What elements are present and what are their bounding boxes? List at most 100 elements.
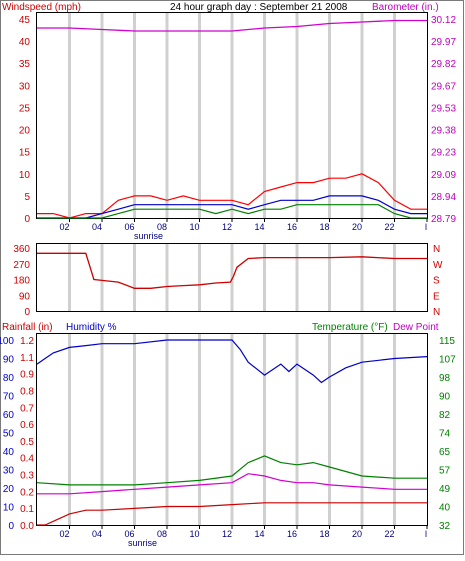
y-tick-label: 80 [3, 373, 15, 384]
y-tick-label: N [433, 244, 440, 255]
top-grid [68, 13, 396, 218]
top-left-tick-labels: 45 40 35 30 25 20 15 10 5 0 [19, 15, 31, 225]
y-tick-label: 0.9 [20, 370, 34, 381]
y-tick-label: 98 [439, 373, 451, 384]
y-tick-label: 45 [19, 15, 31, 26]
top-x-tick-labels: 02 04 06 08 10 12 14 16 18 20 22 l [60, 218, 428, 232]
x-tick-label: 10 [190, 222, 200, 232]
y-tick-label: 0 [8, 521, 14, 532]
y-tick-label: 270 [13, 260, 30, 271]
rainfall-axis-label: Rainfall (in) [2, 322, 53, 333]
middle-grid [68, 244, 396, 311]
y-tick-label: 29.53 [431, 103, 456, 114]
y-tick-label: 0.3 [20, 471, 34, 482]
dew_point-line [37, 473, 427, 495]
wind_direction-line [37, 252, 427, 289]
bottom-grid [68, 334, 396, 525]
wind_avg-line [37, 195, 427, 219]
y-tick-label: 90 [439, 392, 451, 403]
y-tick-label: 29.09 [431, 170, 456, 181]
y-tick-label: 90 [3, 355, 15, 366]
x-tick-label: 08 [157, 222, 167, 232]
y-tick-label: 57 [439, 466, 451, 477]
bottom-x-tick-labels: 02 04 06 08 10 12 14 16 18 20 22 l [60, 525, 428, 539]
y-tick-label: 29.23 [431, 148, 456, 159]
rainfall-tick-labels: 1.2 1.1 0.9 0.8 0.7 0.6 0.5 0.4 0.3 0.2 0.1 0.0 [20, 336, 34, 532]
x-tick-label: 02 [60, 529, 70, 539]
y-tick-label: 29.97 [431, 37, 456, 48]
barometer-axis-label: Barometer (in.) [372, 2, 439, 13]
y-tick-label: 20 [3, 484, 15, 495]
y-tick-label: 107 [439, 355, 456, 366]
x-tick-label: 18 [320, 222, 330, 232]
y-tick-label: 40 [439, 503, 451, 514]
y-tick-label: 180 [13, 276, 30, 287]
y-tick-label: 1.2 [20, 336, 34, 347]
y-tick-label: 60 [3, 410, 15, 421]
y-tick-label: 32 [439, 521, 451, 532]
x-tick-label: 12 [222, 222, 232, 232]
y-tick-label: 10 [3, 503, 15, 514]
x-tick-label: 22 [385, 529, 395, 539]
y-tick-label: 15 [19, 148, 31, 159]
x-tick-label: 06 [125, 529, 135, 539]
top-series-group [37, 19, 427, 219]
y-tick-label: 20 [19, 126, 31, 137]
x-tick-label: l [425, 222, 427, 232]
y-tick-label: 40 [3, 447, 15, 458]
y-tick-label: W [433, 260, 443, 271]
temperature-line [36, 455, 427, 486]
y-tick-label: 29.67 [431, 81, 456, 92]
x-tick-label: 12 [222, 529, 232, 539]
x-tick-label: 16 [287, 529, 297, 539]
humidity-axis-label: Humidity % [66, 322, 117, 333]
y-tick-label: 28.79 [431, 214, 456, 225]
y-tick-label: 0.8 [20, 386, 34, 397]
y-tick-label: E [433, 291, 440, 302]
x-tick-label: 14 [255, 529, 265, 539]
x-tick-label: 16 [287, 222, 297, 232]
y-tick-label: 30.12 [431, 15, 456, 26]
y-tick-label: 5 [24, 192, 30, 203]
y-tick-label: 50 [3, 429, 15, 440]
y-tick-label: 25 [19, 103, 31, 114]
y-tick-label: 65 [439, 447, 451, 458]
bottom-series-group [36, 339, 428, 526]
y-tick-label: 74 [439, 429, 451, 440]
windspeed-axis-label: Windspeed (mph) [2, 2, 81, 13]
y-tick-label: 10 [19, 170, 31, 181]
x-tick-label: 04 [92, 222, 102, 232]
y-tick-label: 0 [24, 307, 30, 318]
y-tick-label: 30 [3, 466, 15, 477]
wind_low-line [37, 204, 427, 219]
rainfall-line [37, 502, 427, 526]
y-tick-label: 0.0 [20, 521, 34, 532]
y-tick-label: 90 [19, 291, 31, 302]
temperature-tick-labels: 115 107 98 90 82 74 65 57 49 40 32 [439, 336, 456, 532]
top-right-tick-labels: 30.12 29.97 29.82 29.67 29.53 29.38 29.23 29.09… [431, 15, 456, 225]
y-tick-label: 28.94 [431, 192, 456, 203]
y-tick-label: 0.5 [20, 437, 34, 448]
y-tick-label: 0.1 [20, 504, 34, 515]
y-tick-label: 0.6 [20, 420, 34, 431]
y-tick-label: N [433, 307, 440, 318]
x-tick-label: 08 [157, 529, 167, 539]
middle-series-group [37, 252, 427, 289]
bottom-sunrise-label: sunrise [128, 538, 157, 548]
x-tick-label: l [425, 529, 427, 539]
y-tick-label: S [433, 276, 440, 287]
middle-left-tick-labels: 360 270 180 90 0 [13, 244, 30, 318]
y-tick-label: 82 [439, 410, 451, 421]
x-tick-label: 06 [125, 222, 135, 232]
y-tick-label: 0.4 [20, 454, 34, 465]
y-tick-label: 49 [439, 484, 451, 495]
x-tick-label: 20 [352, 529, 362, 539]
top-sunrise-label: sunrise [134, 231, 163, 241]
y-tick-label: 29.38 [431, 126, 456, 137]
x-tick-label: 10 [190, 529, 200, 539]
y-tick-label: 29.82 [431, 59, 456, 70]
temperature-axis-label: Temperature (°F) [312, 322, 388, 333]
